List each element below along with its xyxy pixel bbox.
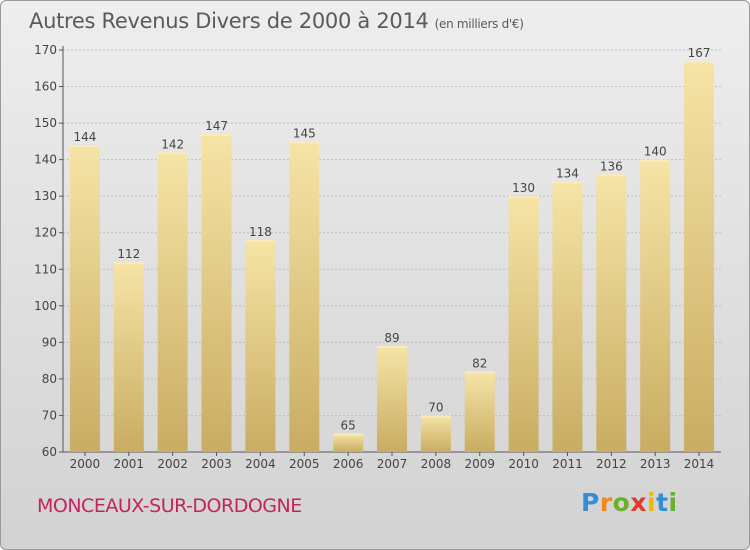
x-tick-label: 2001 (114, 457, 145, 471)
y-tick-label: 160 (34, 80, 57, 94)
x-tick-label: 2000 (70, 457, 101, 471)
y-tick-label: 110 (34, 262, 57, 276)
x-tick-label: 2002 (157, 457, 188, 471)
bar-value-label: 142 (161, 137, 184, 151)
x-tick-label: 2007 (377, 457, 408, 471)
logo-letter: x (630, 488, 647, 517)
x-tick-label: 2004 (245, 457, 276, 471)
bar (596, 174, 627, 452)
bar-value-label: 145 (293, 126, 316, 140)
logo-letter: i (668, 488, 678, 517)
y-tick-label: 130 (34, 189, 57, 203)
logo-letter: t (656, 488, 669, 517)
bar-value-label: 89 (384, 331, 399, 345)
bar-top-highlight (201, 134, 232, 137)
bar-top-highlight (464, 371, 495, 374)
x-tick-label: 2013 (640, 457, 671, 471)
logo-letter: i (647, 488, 657, 517)
x-tick-label: 2012 (596, 457, 627, 471)
y-tick-label: 90 (42, 335, 57, 349)
x-tick-label: 2009 (464, 457, 495, 471)
bar (113, 261, 144, 452)
y-tick-label: 60 (42, 445, 57, 459)
bar (552, 181, 583, 452)
y-tick-label: 150 (34, 116, 57, 130)
bar (464, 371, 495, 452)
bar-value-label: 118 (249, 225, 272, 239)
y-tick-label: 80 (42, 372, 57, 386)
bar-top-highlight (640, 159, 671, 162)
bar-top-highlight (289, 141, 320, 144)
bar-top-highlight (684, 60, 715, 63)
bar-value-label: 147 (205, 119, 228, 133)
bar (245, 240, 276, 452)
x-tick-label: 2003 (201, 457, 232, 471)
chart-title-main: Autres Revenus Divers de 2000 à 2014 (29, 9, 429, 33)
bar (377, 346, 407, 452)
bar-value-label: 144 (73, 130, 96, 144)
bar (157, 152, 188, 452)
y-tick-label: 100 (34, 299, 57, 313)
bar-value-label: 136 (600, 159, 623, 173)
logo-letter: o (612, 488, 631, 517)
x-tick-label: 2011 (552, 457, 583, 471)
bar-top-highlight (420, 415, 451, 418)
bar-value-label: 82 (472, 357, 487, 371)
bar-top-highlight (508, 196, 539, 199)
chart-title-unit: (en milliers d'€) (434, 17, 524, 31)
bar (684, 60, 715, 453)
chart-title: Autres Revenus Divers de 2000 à 2014 (en … (29, 9, 524, 33)
x-tick-label: 2006 (333, 457, 364, 471)
x-tick-label: 2010 (508, 457, 539, 471)
commune-name: MONCEAUX-SUR-DORDOGNE (37, 495, 302, 517)
bar-top-highlight (333, 433, 364, 436)
bar-top-highlight (113, 261, 144, 264)
bar-value-label: 112 (117, 247, 140, 261)
bar-value-label: 140 (644, 145, 667, 159)
y-tick-label: 70 (42, 408, 57, 422)
bar-value-label: 65 (340, 419, 355, 433)
bar-top-highlight (245, 240, 276, 243)
bar-top-highlight (69, 145, 100, 148)
bar (69, 145, 100, 452)
logo-letter: P (581, 488, 600, 517)
bar (333, 433, 364, 452)
bar-top-highlight (157, 152, 188, 155)
bar-value-label: 130 (512, 181, 535, 195)
x-tick-label: 2014 (684, 457, 715, 471)
logo-letter: r (599, 488, 613, 517)
bar-top-highlight (596, 174, 627, 177)
proxiti-logo: Proxiti (581, 488, 678, 517)
x-tick-label: 2005 (289, 457, 320, 471)
y-tick-label: 120 (34, 226, 57, 240)
y-tick-label: 170 (34, 43, 57, 57)
bar-top-highlight (377, 346, 407, 349)
bar (201, 134, 232, 452)
bar-value-label: 167 (688, 46, 711, 60)
bar (640, 159, 671, 453)
bar (420, 415, 451, 452)
bar-value-label: 70 (428, 400, 443, 414)
bar-top-highlight (552, 181, 583, 184)
bar-value-label: 134 (556, 167, 579, 181)
y-tick-label: 140 (34, 153, 57, 167)
x-tick-label: 2008 (421, 457, 452, 471)
bar (508, 196, 539, 452)
bar (289, 141, 320, 452)
